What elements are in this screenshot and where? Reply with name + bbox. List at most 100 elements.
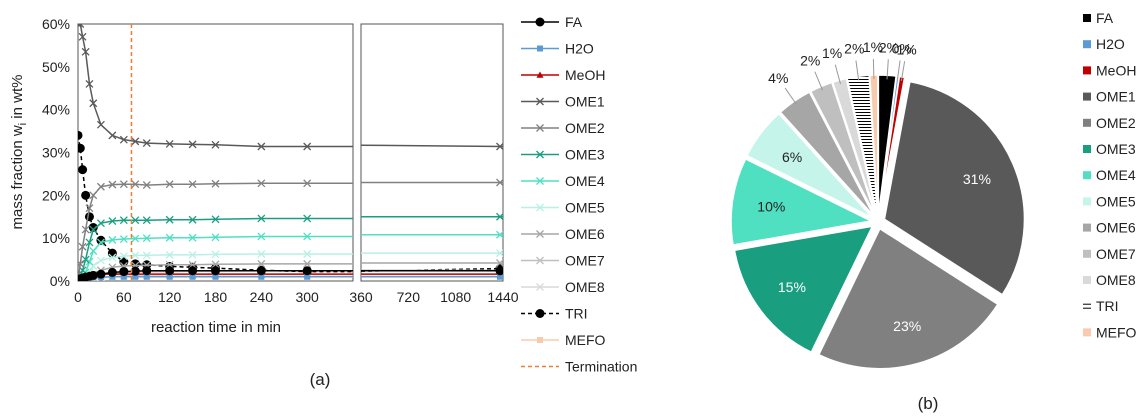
legend-swatch <box>1083 328 1091 337</box>
data-point-ome2 <box>89 191 98 200</box>
legend-label: OME6 <box>565 226 605 242</box>
data-point-ome6 <box>257 259 266 268</box>
legend-label: OME3 <box>1096 141 1136 157</box>
pie-label-ome6: 4% <box>768 70 788 86</box>
legend-label: MEFO <box>1096 324 1137 340</box>
data-point-ome1 <box>119 135 128 144</box>
data-point-ome3 <box>81 255 90 264</box>
x-tick-label: 240 <box>250 289 274 305</box>
pie-label-ome2: 23% <box>893 318 921 334</box>
series-ome5 <box>78 249 503 281</box>
legend-label: OME8 <box>1096 272 1136 288</box>
data-point-ome5 <box>211 250 220 259</box>
legend-item-meoh: MeOH <box>521 67 605 83</box>
legend-label: MeOH <box>1096 62 1136 78</box>
legend-marker <box>536 256 544 265</box>
data-point-ome1 <box>78 24 82 28</box>
x-axis-label: reaction time in min <box>151 319 281 336</box>
pie-leader-line-ome6 <box>784 87 797 105</box>
pie-legend-item-ome5: OME5 <box>1083 193 1136 209</box>
legend-marker <box>536 230 544 238</box>
data-point-ome1 <box>142 139 151 148</box>
data-point-ome2 <box>119 180 128 189</box>
data-point-h2o <box>497 273 503 280</box>
pie-slice-ome1 <box>883 80 1026 296</box>
data-point-ome5 <box>257 250 266 258</box>
pie-legend-item-tri: TRI <box>1083 298 1119 314</box>
data-point-tri <box>81 190 91 200</box>
data-point-ome2 <box>108 180 117 189</box>
y-tick-label: 0% <box>50 273 70 289</box>
legend-swatch <box>1083 40 1091 49</box>
pie-chart-legend: FA H2O MeOH OME1 OME2 OME3 OME4 OME5 OME6 OME7 OME… <box>1083 10 1137 340</box>
data-point-ome5 <box>131 251 140 260</box>
data-point-ome1 <box>131 137 140 146</box>
data-point-ome2 <box>496 178 503 187</box>
data-point-ome1 <box>188 140 197 149</box>
legend-item-fa: FA <box>521 14 583 30</box>
line-chart-legend: FA H2O MeOH OME1 OME2 OME3 OME4 OME5 OME6 OME7 OME… <box>521 14 637 375</box>
pie-legend-item-mefo: MEFO <box>1083 324 1137 340</box>
legend-item-ome3: OME3 <box>521 147 605 163</box>
legend-label: OME4 <box>565 173 605 189</box>
pie-legend-item-ome8: OME8 <box>1083 272 1136 288</box>
data-point-ome1 <box>78 24 85 28</box>
pie-label-mefo: 1% <box>863 39 883 55</box>
pie-legend-item-ome4: OME4 <box>1083 167 1136 183</box>
data-point-ome5 <box>165 250 174 259</box>
legend-swatch <box>1083 223 1091 232</box>
legend-swatch <box>1083 171 1091 180</box>
data-point-fa <box>188 266 198 276</box>
data-point-ome3 <box>188 215 197 224</box>
pie-legend-item-meoh: MeOH <box>1083 62 1136 78</box>
data-point-ome5 <box>142 251 151 260</box>
pie-leader-line-tri <box>855 60 860 81</box>
pie-leader-line-mefo <box>872 59 875 80</box>
legend-item-ome4: OME4 <box>521 173 605 189</box>
x-tick-label: 720 <box>397 289 421 305</box>
data-point-ome1 <box>496 142 503 151</box>
data-point-ome6 <box>303 259 312 268</box>
data-point-h2o <box>120 273 127 280</box>
data-point-ome5 <box>108 253 117 262</box>
pie-label-ome4: 10% <box>757 199 785 215</box>
data-point-ome3 <box>257 214 266 223</box>
data-point-ome1 <box>96 120 105 129</box>
pie-label-h2o: 0% <box>892 41 912 57</box>
legend-swatch <box>1083 276 1091 284</box>
legend-label: OME7 <box>1096 246 1136 262</box>
series-ome2 <box>78 178 503 281</box>
x-tick-label: 60 <box>116 289 132 305</box>
data-point-fa <box>495 266 503 276</box>
data-point-ome2 <box>257 179 266 188</box>
pie-label-tri: 2% <box>844 41 864 57</box>
x-tick-label: 300 <box>295 289 319 305</box>
legend-label: OME5 <box>1096 193 1136 209</box>
data-point-fa <box>96 269 106 279</box>
data-point-ome3 <box>303 214 312 223</box>
legend-label: OME4 <box>1096 167 1136 183</box>
legend-marker <box>536 71 544 78</box>
y-tick-label: 30% <box>42 145 70 161</box>
data-point-fa <box>211 266 220 276</box>
data-point-ome5 <box>303 250 312 258</box>
legend-label: TRI <box>565 306 588 322</box>
x-tick-label: 360 <box>349 289 373 305</box>
data-point-ome2 <box>303 179 312 188</box>
data-point-ome4 <box>131 234 140 243</box>
legend-item-h2o: H2O <box>521 41 594 57</box>
data-point-tri <box>78 165 88 175</box>
legend-swatch <box>1083 14 1091 22</box>
pie-leader-line-ome8 <box>834 64 841 85</box>
x-tick-label: 1440 <box>487 289 518 305</box>
data-point-ome2 <box>188 180 197 189</box>
pie-chart: 2%0%1%31%23%15%10%6%4%2% 1% 2%1% <box>730 39 1026 370</box>
legend-item-ome6: OME6 <box>521 226 605 242</box>
legend-label: OME5 <box>565 200 605 216</box>
legend-marker <box>535 17 545 27</box>
data-point-tri <box>78 130 83 140</box>
data-point-ome6 <box>496 259 503 267</box>
data-point-ome2 <box>78 242 87 251</box>
data-point-tri <box>88 222 98 232</box>
